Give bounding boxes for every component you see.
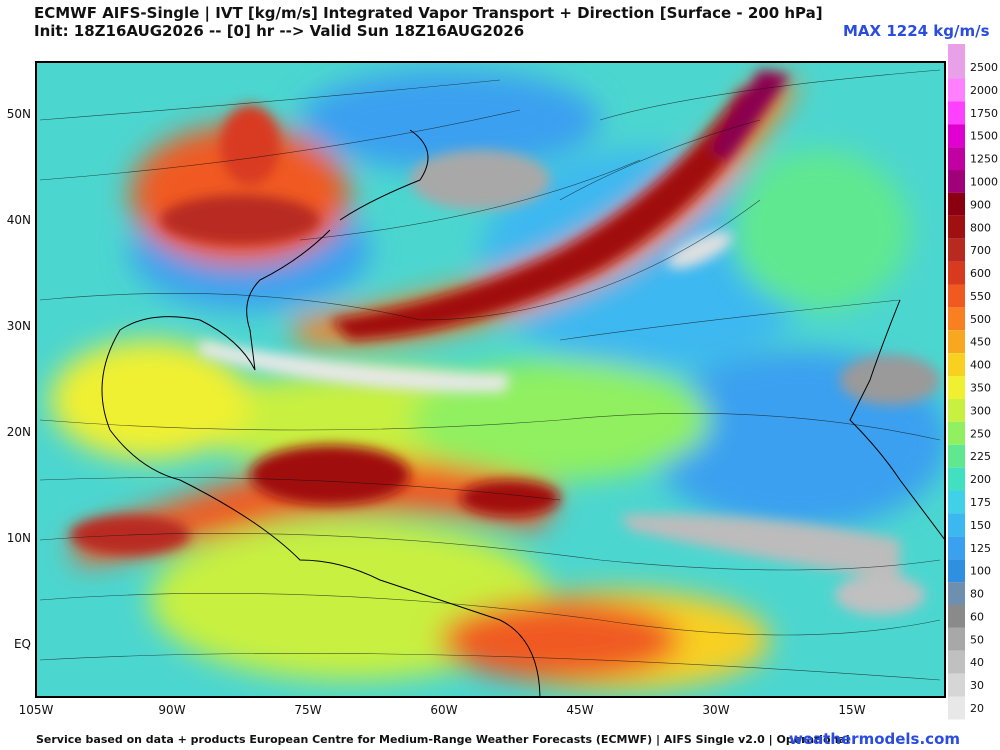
colorbar-cell: [948, 513, 965, 537]
subtitle: Init: 18Z16AUG2026 -- [0] hr --> Valid S…: [34, 22, 525, 40]
colorbar-cell: [948, 673, 965, 697]
colorbar-cell: [948, 124, 965, 148]
colorbar-label: 1500: [970, 130, 998, 143]
colorbar-cell: [948, 44, 965, 79]
lat-label: EQ: [14, 637, 31, 651]
coastlines: [101, 129, 945, 697]
colorbar-cell: [948, 284, 965, 308]
colorbar-label: 1250: [970, 153, 998, 166]
colorbar-label: 60: [970, 610, 984, 623]
colorbar-label: 30: [970, 679, 984, 692]
colorbar-cell: [948, 238, 965, 262]
colorbar-label: 900: [970, 198, 991, 211]
colorbar-label: 40: [970, 656, 984, 669]
colorbar-cell: [948, 650, 965, 674]
colorbar-label: 175: [970, 496, 991, 509]
colorbar-cell: [948, 215, 965, 239]
colorbar-cell: [948, 101, 965, 125]
colorbar-label: 80: [970, 588, 984, 601]
colorbar-label: 200: [970, 473, 991, 486]
lon-label: 15W: [838, 703, 865, 717]
lat-label: 20N: [7, 425, 31, 439]
colorbar-cell: [948, 696, 965, 720]
colorbar-label: 550: [970, 290, 991, 303]
lon-label: 105W: [19, 703, 54, 717]
title: ECMWF AIFS-Single | IVT [kg/m/s] Integra…: [34, 4, 823, 22]
colorbar-cell: [948, 444, 965, 468]
colorbar-cell: [948, 78, 965, 102]
colorbar-label: 100: [970, 565, 991, 578]
colorbar-cell: [948, 376, 965, 399]
colorbar-cell: [948, 147, 965, 171]
max-label: MAX 1224 kg/m/s: [843, 22, 990, 40]
colorbar-label: 400: [970, 359, 991, 372]
colorbar-label: 300: [970, 404, 991, 417]
colorbar-label: 150: [970, 519, 991, 532]
colorbar-cell: [948, 627, 965, 651]
lon-label: 60W: [430, 703, 457, 717]
map-frame: [35, 61, 946, 698]
colorbar-cell: [948, 192, 965, 216]
colorbar-label: 1000: [970, 175, 998, 188]
colorbar-cell: [948, 604, 965, 628]
colorbar-cell: [948, 170, 965, 193]
colorbar-cell: [948, 353, 965, 377]
colorbar-label: 450: [970, 336, 991, 349]
lon-label: 90W: [158, 703, 185, 717]
lon-label: 75W: [294, 703, 321, 717]
colorbar-cell: [948, 536, 965, 560]
colorbar-cell: [948, 398, 965, 422]
lat-label: 10N: [7, 531, 31, 545]
colorbar-label: 125: [970, 542, 991, 555]
colorbar-label: 2000: [970, 84, 998, 97]
credit: Service based on data + products Europea…: [36, 733, 850, 746]
lat-label: 50N: [7, 107, 31, 121]
colorbar-cell: [948, 467, 965, 491]
colorbar-label: 50: [970, 633, 984, 646]
colorbar-label: 20: [970, 702, 984, 715]
colorbar-label: 800: [970, 221, 991, 234]
colorbar-label: 250: [970, 427, 991, 440]
lon-label: 45W: [566, 703, 593, 717]
colorbar-cell: [948, 559, 965, 583]
streamlines: [39, 69, 941, 681]
colorbar-label: 2500: [970, 61, 998, 74]
lat-label: 30N: [7, 319, 31, 333]
colorbar-cell: [948, 261, 965, 285]
colorbar-cell: [948, 307, 965, 331]
lat-label: 40N: [7, 213, 31, 227]
colorbar-label: 500: [970, 313, 991, 326]
brand[interactable]: weathermodels.com: [789, 730, 961, 748]
colorbar-label: 700: [970, 244, 991, 257]
colorbar-cell: [948, 421, 965, 445]
colorbar-label: 600: [970, 267, 991, 280]
colorbar-label: 350: [970, 382, 991, 395]
colorbar-cell: [948, 582, 965, 605]
lon-label: 30W: [702, 703, 729, 717]
colorbar-label: 1750: [970, 107, 998, 120]
colorbar-cell: [948, 330, 965, 354]
colorbar-label: 225: [970, 450, 991, 463]
colorbar-cell: [948, 490, 965, 514]
ivt-field: [36, 62, 945, 697]
